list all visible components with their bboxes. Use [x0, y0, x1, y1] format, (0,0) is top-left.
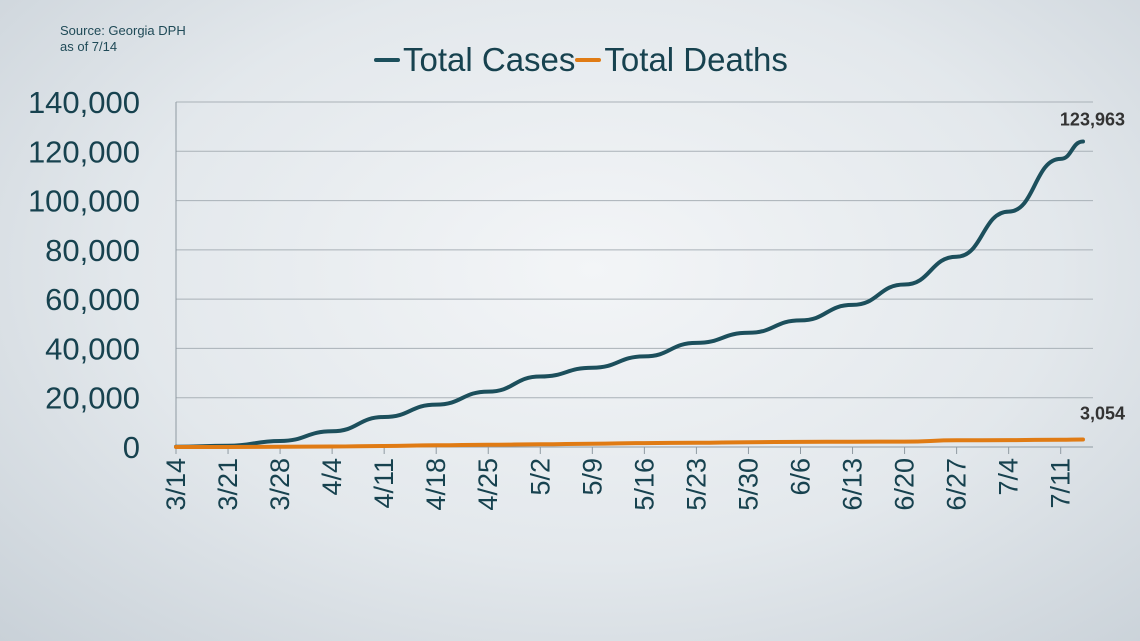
chart-legend: Total Cases Total Deaths — [374, 40, 788, 80]
x-tick-label: 4/18 — [421, 458, 451, 511]
y-tick-label: 140,000 — [28, 85, 140, 120]
x-tick-label: 6/20 — [890, 458, 920, 511]
end-label-total-cases: 123,963 — [1060, 110, 1125, 130]
x-tick-label: 6/27 — [942, 458, 972, 511]
gridlines — [176, 101, 1093, 399]
x-tick-label: 5/9 — [577, 458, 607, 496]
end-label-total-deaths: 3,054 — [1080, 403, 1125, 423]
x-tick-label: 7/11 — [1046, 458, 1076, 509]
x-tick-label: 5/23 — [681, 458, 711, 511]
legend-item-total-deaths: Total Deaths — [575, 41, 788, 79]
y-tick-label: 120,000 — [28, 134, 140, 169]
x-tick-label: 7/4 — [994, 458, 1024, 496]
y-tick-label: 100,000 — [28, 184, 140, 219]
axes — [175, 102, 1093, 454]
y-tick-label: 80,000 — [45, 233, 140, 268]
legend-label-total-cases: Total Cases — [403, 41, 576, 78]
y-tick-label: 0 — [123, 430, 140, 465]
y-tick-label: 40,000 — [45, 331, 140, 366]
source-line: Source: Georgia DPH — [60, 23, 186, 38]
legend-label-total-deaths: Total Deaths — [604, 41, 788, 78]
legend-swatch-total-cases — [374, 58, 400, 62]
x-tick-label: 5/2 — [525, 458, 555, 496]
y-axis-ticks: 0 20,000 40,000 60,000 80,000 100,000 120,000 1… — [28, 85, 140, 465]
x-tick-label: 5/30 — [733, 458, 763, 511]
legend-item-total-cases: Total Cases — [374, 41, 575, 79]
x-tick-label: 5/16 — [629, 458, 659, 511]
series-lines — [174, 139, 1085, 449]
y-tick-label: 60,000 — [45, 282, 140, 317]
series-line-total-deaths — [174, 437, 1085, 449]
series-line-total-cases — [174, 139, 1085, 449]
source-note: Source: Georgia DPH as of 7/14 — [60, 23, 186, 55]
legend-swatch-total-deaths — [575, 58, 602, 62]
x-tick-label: 3/14 — [161, 458, 191, 511]
as-of-date: as of 7/14 — [60, 39, 118, 54]
x-tick-label: 4/11 — [369, 458, 399, 509]
x-tick-label: 3/21 — [213, 458, 243, 511]
x-tick-label: 3/28 — [265, 458, 295, 511]
x-tick-label: 6/6 — [785, 458, 815, 496]
y-tick-label: 20,000 — [45, 381, 140, 416]
end-labels: 123,963 3,054 — [1060, 110, 1125, 424]
x-tick-label: 4/4 — [317, 458, 347, 496]
x-tick-label: 6/13 — [838, 458, 868, 511]
x-tick-label: 4/25 — [473, 458, 503, 511]
x-axis-ticks: 3/14 3/21 3/28 4/4 4/11 4/18 4/25 5/2 5/9 5/16 5/2… — [161, 458, 1076, 511]
